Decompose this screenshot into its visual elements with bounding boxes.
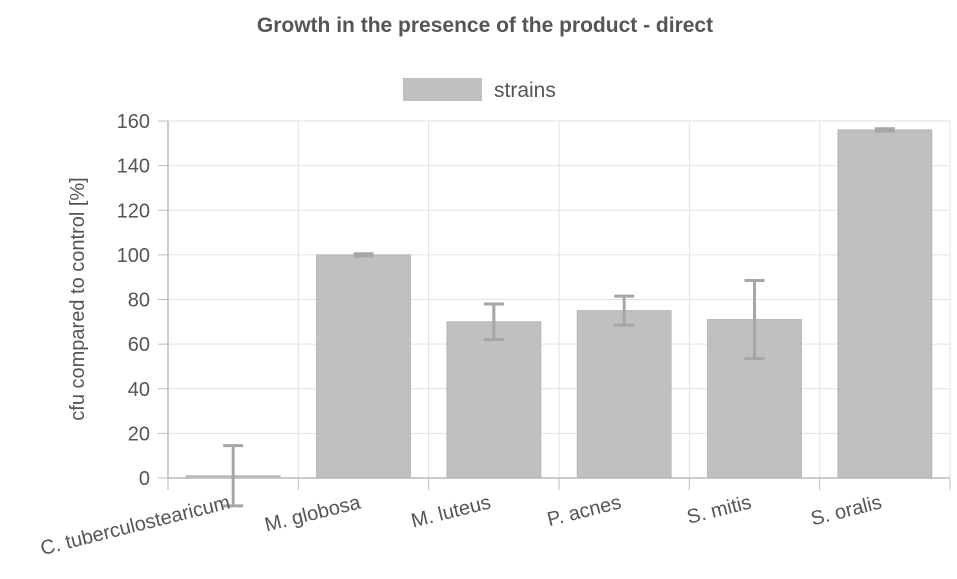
y-tick-label: 140 xyxy=(117,156,150,178)
legend-swatch xyxy=(403,78,482,101)
bar xyxy=(837,129,933,479)
bar xyxy=(316,254,411,479)
legend: strains xyxy=(403,78,556,102)
x-tick-label: C. tuberculostearicum xyxy=(38,492,232,560)
y-tick-label: 160 xyxy=(117,111,150,133)
chart-title: Growth in the presence of the product - … xyxy=(257,14,713,37)
grid xyxy=(167,120,951,479)
bar xyxy=(576,310,672,479)
x-tick-label: M. luteus xyxy=(409,492,493,533)
x-tick-label: P. acnes xyxy=(545,492,623,532)
y-tick-label: 40 xyxy=(128,379,150,401)
y-tick-label: 0 xyxy=(139,468,150,490)
error-bars xyxy=(223,127,895,508)
x-ticks: C. tuberculostearicum M. globosa M. luteus… xyxy=(38,478,951,560)
y-tick-label: 20 xyxy=(128,423,150,445)
y-tick-label: 100 xyxy=(117,245,150,267)
y-tick-label: 80 xyxy=(128,290,150,312)
x-tick-label: M. globosa xyxy=(262,491,363,536)
bars xyxy=(185,129,933,479)
x-tick-label: S. mitis xyxy=(685,492,754,529)
y-axis-label: cfu compared to control [%] xyxy=(67,177,89,420)
y-tick-label: 60 xyxy=(128,334,150,356)
legend-label: strains xyxy=(494,79,556,102)
y-tick-label: 120 xyxy=(117,200,150,222)
x-tick-label: S. oralis xyxy=(809,492,884,531)
y-ticks: 0 20 40 60 80 100 120 140 160 xyxy=(117,111,168,490)
bar xyxy=(446,321,542,479)
